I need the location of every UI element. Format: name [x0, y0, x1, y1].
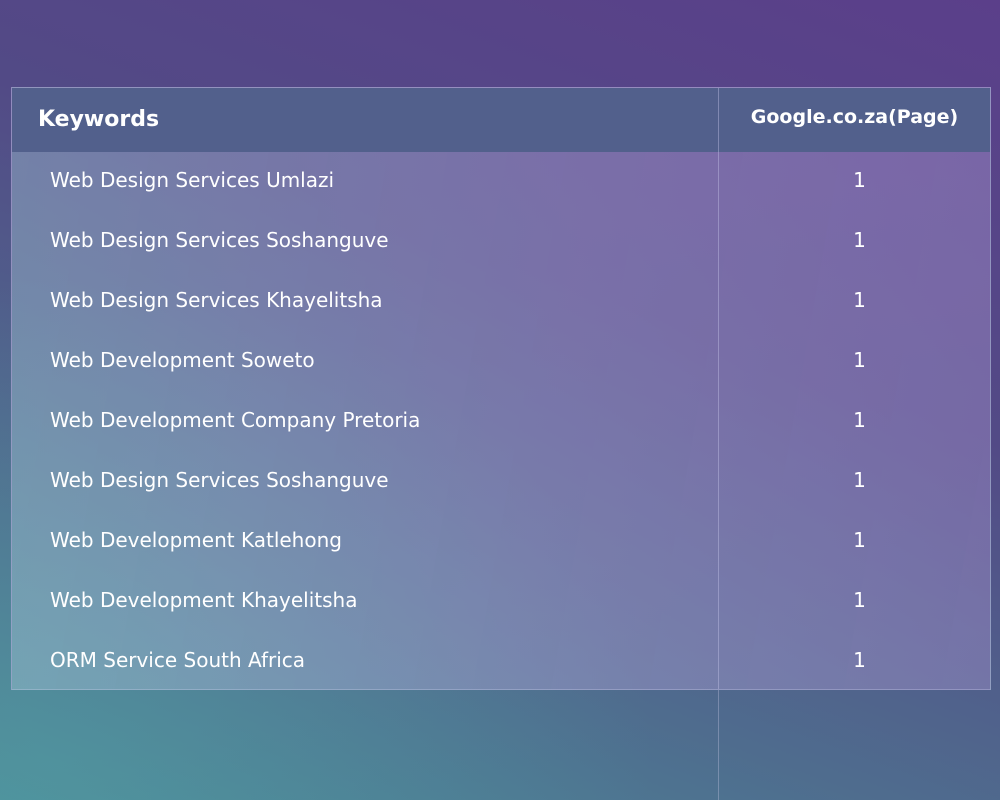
table-row: Web Design Services Khayelitsha 1: [12, 272, 990, 332]
page-cell: 1: [853, 228, 866, 252]
column-divider: [718, 88, 719, 689]
keyword-cell: Web Design Services Umlazi: [50, 168, 335, 192]
keyword-cell: Web Design Services Khayelitsha: [50, 288, 383, 312]
table-row: Web Design Services Soshanguve 1: [12, 452, 990, 512]
keyword-cell: Web Design Services Soshanguve: [50, 228, 389, 252]
table-row: Web Design Services Soshanguve 1: [12, 212, 990, 272]
keyword-cell: Web Development Company Pretoria: [50, 408, 421, 432]
table-row: Web Development Katlehong 1: [12, 512, 990, 572]
page-cell: 1: [853, 528, 866, 552]
keyword-cell: Web Development Katlehong: [50, 528, 342, 552]
page-cell: 1: [853, 348, 866, 372]
table-body: Web Design Services Umlazi 1 Web Design …: [12, 152, 990, 692]
table-row: Web Development Company Pretoria 1: [12, 392, 990, 452]
page-cell: 1: [853, 648, 866, 672]
column-divider-extension: [718, 690, 719, 800]
table-header: Keywords Google.co.za(Page): [12, 88, 990, 152]
table-row: ORM Service South Africa 1: [12, 632, 990, 692]
table-row: Web Development Khayelitsha 1: [12, 572, 990, 632]
header-google-page: Google.co.za(Page): [750, 106, 959, 128]
keyword-cell: Web Development Soweto: [50, 348, 315, 372]
keyword-ranking-table: Keywords Google.co.za(Page) Web Design S…: [11, 87, 991, 690]
page-cell: 1: [853, 168, 866, 192]
page-cell: 1: [853, 588, 866, 612]
page-cell: 1: [853, 408, 866, 432]
keyword-cell: ORM Service South Africa: [50, 648, 306, 672]
keyword-cell: Web Design Services Soshanguve: [50, 468, 389, 492]
page-cell: 1: [853, 288, 866, 312]
table-row: Web Design Services Umlazi 1: [12, 152, 990, 212]
keyword-cell: Web Development Khayelitsha: [50, 588, 358, 612]
header-keywords: Keywords: [38, 107, 160, 132]
page-cell: 1: [853, 468, 866, 492]
table-row: Web Development Soweto 1: [12, 332, 990, 392]
